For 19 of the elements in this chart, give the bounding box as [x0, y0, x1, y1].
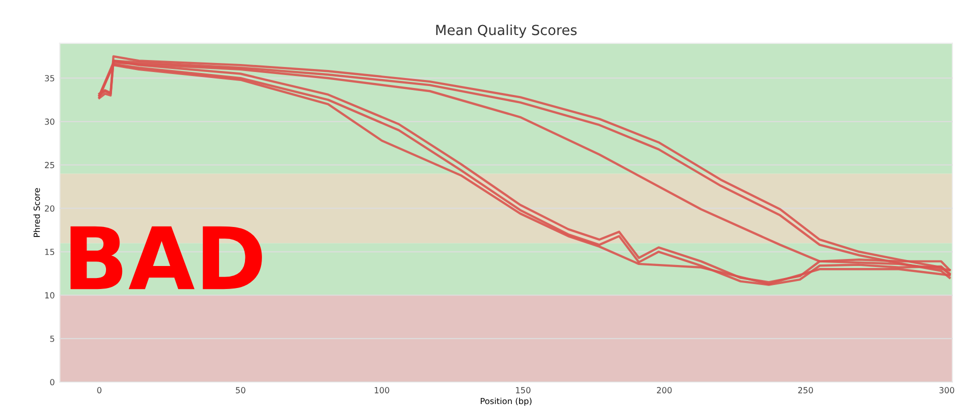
- y-tick-label: 15: [45, 248, 54, 256]
- y-tick-label: 0: [50, 379, 54, 386]
- y-tick-label: 35: [44, 75, 54, 82]
- chart-title: Mean Quality Scores: [436, 24, 577, 38]
- y-tick-label: 10: [45, 292, 54, 298]
- y-tick-label: 5: [50, 336, 54, 342]
- x-tick-label: 200: [656, 387, 672, 394]
- y-tick-label: 30: [44, 118, 54, 125]
- y-tick-label: 20: [44, 205, 54, 212]
- x-tick-label: 150: [516, 387, 530, 394]
- annotation: BAD: [70, 226, 262, 290]
- x-tick-label: 0: [97, 387, 102, 394]
- x-tick-label: 300: [939, 387, 954, 394]
- y-tick-label: 25: [44, 162, 54, 168]
- x-axis-title: Position (bp): [480, 398, 532, 406]
- x-tick-label: 50: [236, 387, 246, 394]
- x-tick-label: 100: [374, 387, 390, 394]
- x-tick-label: 250: [798, 387, 813, 394]
- y-axis-title: Phred Score: [33, 188, 40, 237]
